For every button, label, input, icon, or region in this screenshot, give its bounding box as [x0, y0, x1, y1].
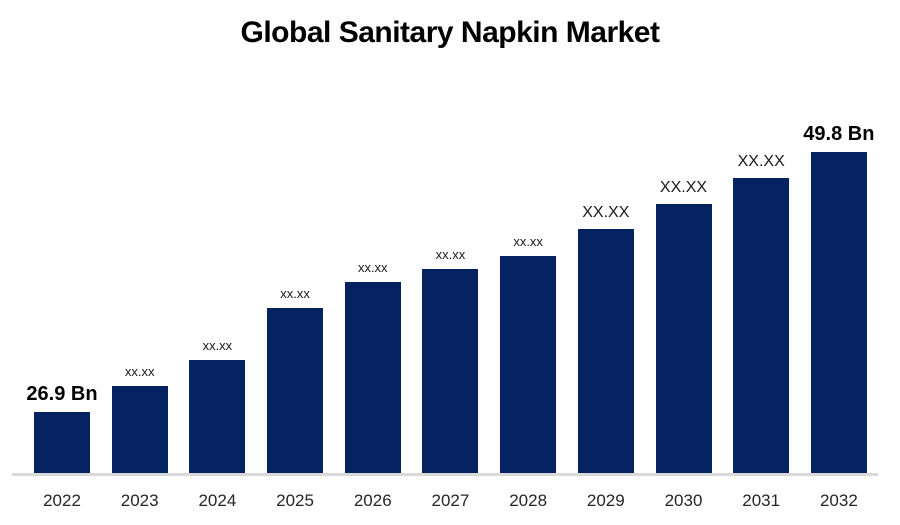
bar-value-label: xx.xx	[357, 260, 388, 275]
bar-column: XX.XX 2030	[655, 90, 712, 510]
bar-stack: XX.XX	[577, 90, 634, 473]
x-tick-label: 2024	[198, 491, 237, 510]
bar	[577, 229, 634, 473]
bar	[267, 308, 324, 473]
bar-value-label: XX.XX	[737, 153, 785, 170]
bars-container: 26.9 Bn 2022 xx.xx 2023 xx.xx 2024 xx.xx 2025 xx…	[26, 90, 874, 510]
x-tick-label: 2025	[276, 491, 314, 510]
bar-column: xx.xx 2026	[344, 90, 401, 510]
bar-column: xx.xx 2027	[422, 90, 479, 510]
bar-stack: 26.9 Bn	[26, 90, 98, 473]
bar-stack: xx.xx	[189, 90, 246, 473]
bar	[655, 204, 712, 473]
bar-column: 49.8 Bn 2032	[803, 90, 874, 510]
bar-column: XX.XX 2031	[733, 90, 790, 510]
bar-value-label: xx.xx	[513, 234, 543, 249]
bar	[810, 152, 867, 473]
x-tick-label: 2023	[120, 491, 159, 510]
bar-value-label: 49.8 Bn	[803, 123, 875, 145]
bar-column: xx.xx 2028	[500, 90, 557, 510]
bar	[111, 386, 168, 473]
x-tick-label: 2032	[819, 491, 858, 510]
bar-value-label: xx.xx	[435, 247, 466, 262]
bar-value-label: XX.XX	[659, 179, 708, 196]
bar-column: XX.XX 2029	[577, 90, 634, 510]
bar-stack: XX.XX	[655, 90, 712, 473]
bar-column: xx.xx 2025	[267, 90, 324, 510]
bar-stack: xx.xx	[267, 90, 324, 473]
bar-column: xx.xx 2023	[111, 90, 168, 510]
bar	[422, 269, 479, 473]
x-tick-label: 2031	[742, 491, 781, 510]
chart-title: Global Sanitary Napkin Market	[240, 16, 660, 49]
bar-value-label: xx.xx	[202, 338, 233, 353]
bar	[34, 412, 90, 473]
x-tick-label: 2022	[43, 491, 81, 510]
x-tick-label: 2029	[586, 491, 625, 510]
x-axis-line	[12, 473, 878, 476]
bar-value-label: xx.xx	[280, 286, 310, 301]
bar	[189, 360, 246, 473]
bar-stack: XX.XX	[733, 90, 790, 473]
bar-stack: 49.8 Bn	[803, 90, 874, 473]
bar-value-label: xx.xx	[124, 364, 155, 379]
bar	[733, 178, 790, 473]
x-tick-label: 2028	[509, 491, 548, 510]
bar	[344, 282, 401, 473]
bar-column: 26.9 Bn 2022	[26, 90, 97, 510]
x-tick-label: 2027	[431, 491, 470, 510]
bar-stack: xx.xx	[344, 90, 401, 473]
bar-value-label: 26.9 Bn	[26, 383, 98, 405]
bar-stack: xx.xx	[111, 90, 168, 473]
bar-value-label: XX.XX	[582, 204, 630, 221]
bar-stack: xx.xx	[422, 90, 479, 473]
x-tick-label: 2030	[664, 491, 703, 510]
bar-column: xx.xx 2024	[189, 90, 246, 510]
bar-stack: xx.xx	[500, 90, 557, 473]
bar	[500, 256, 557, 473]
plot-area: 26.9 Bn 2022 xx.xx 2023 xx.xx 2024 xx.xx 2025 xx…	[12, 90, 878, 510]
x-tick-label: 2026	[353, 491, 392, 510]
